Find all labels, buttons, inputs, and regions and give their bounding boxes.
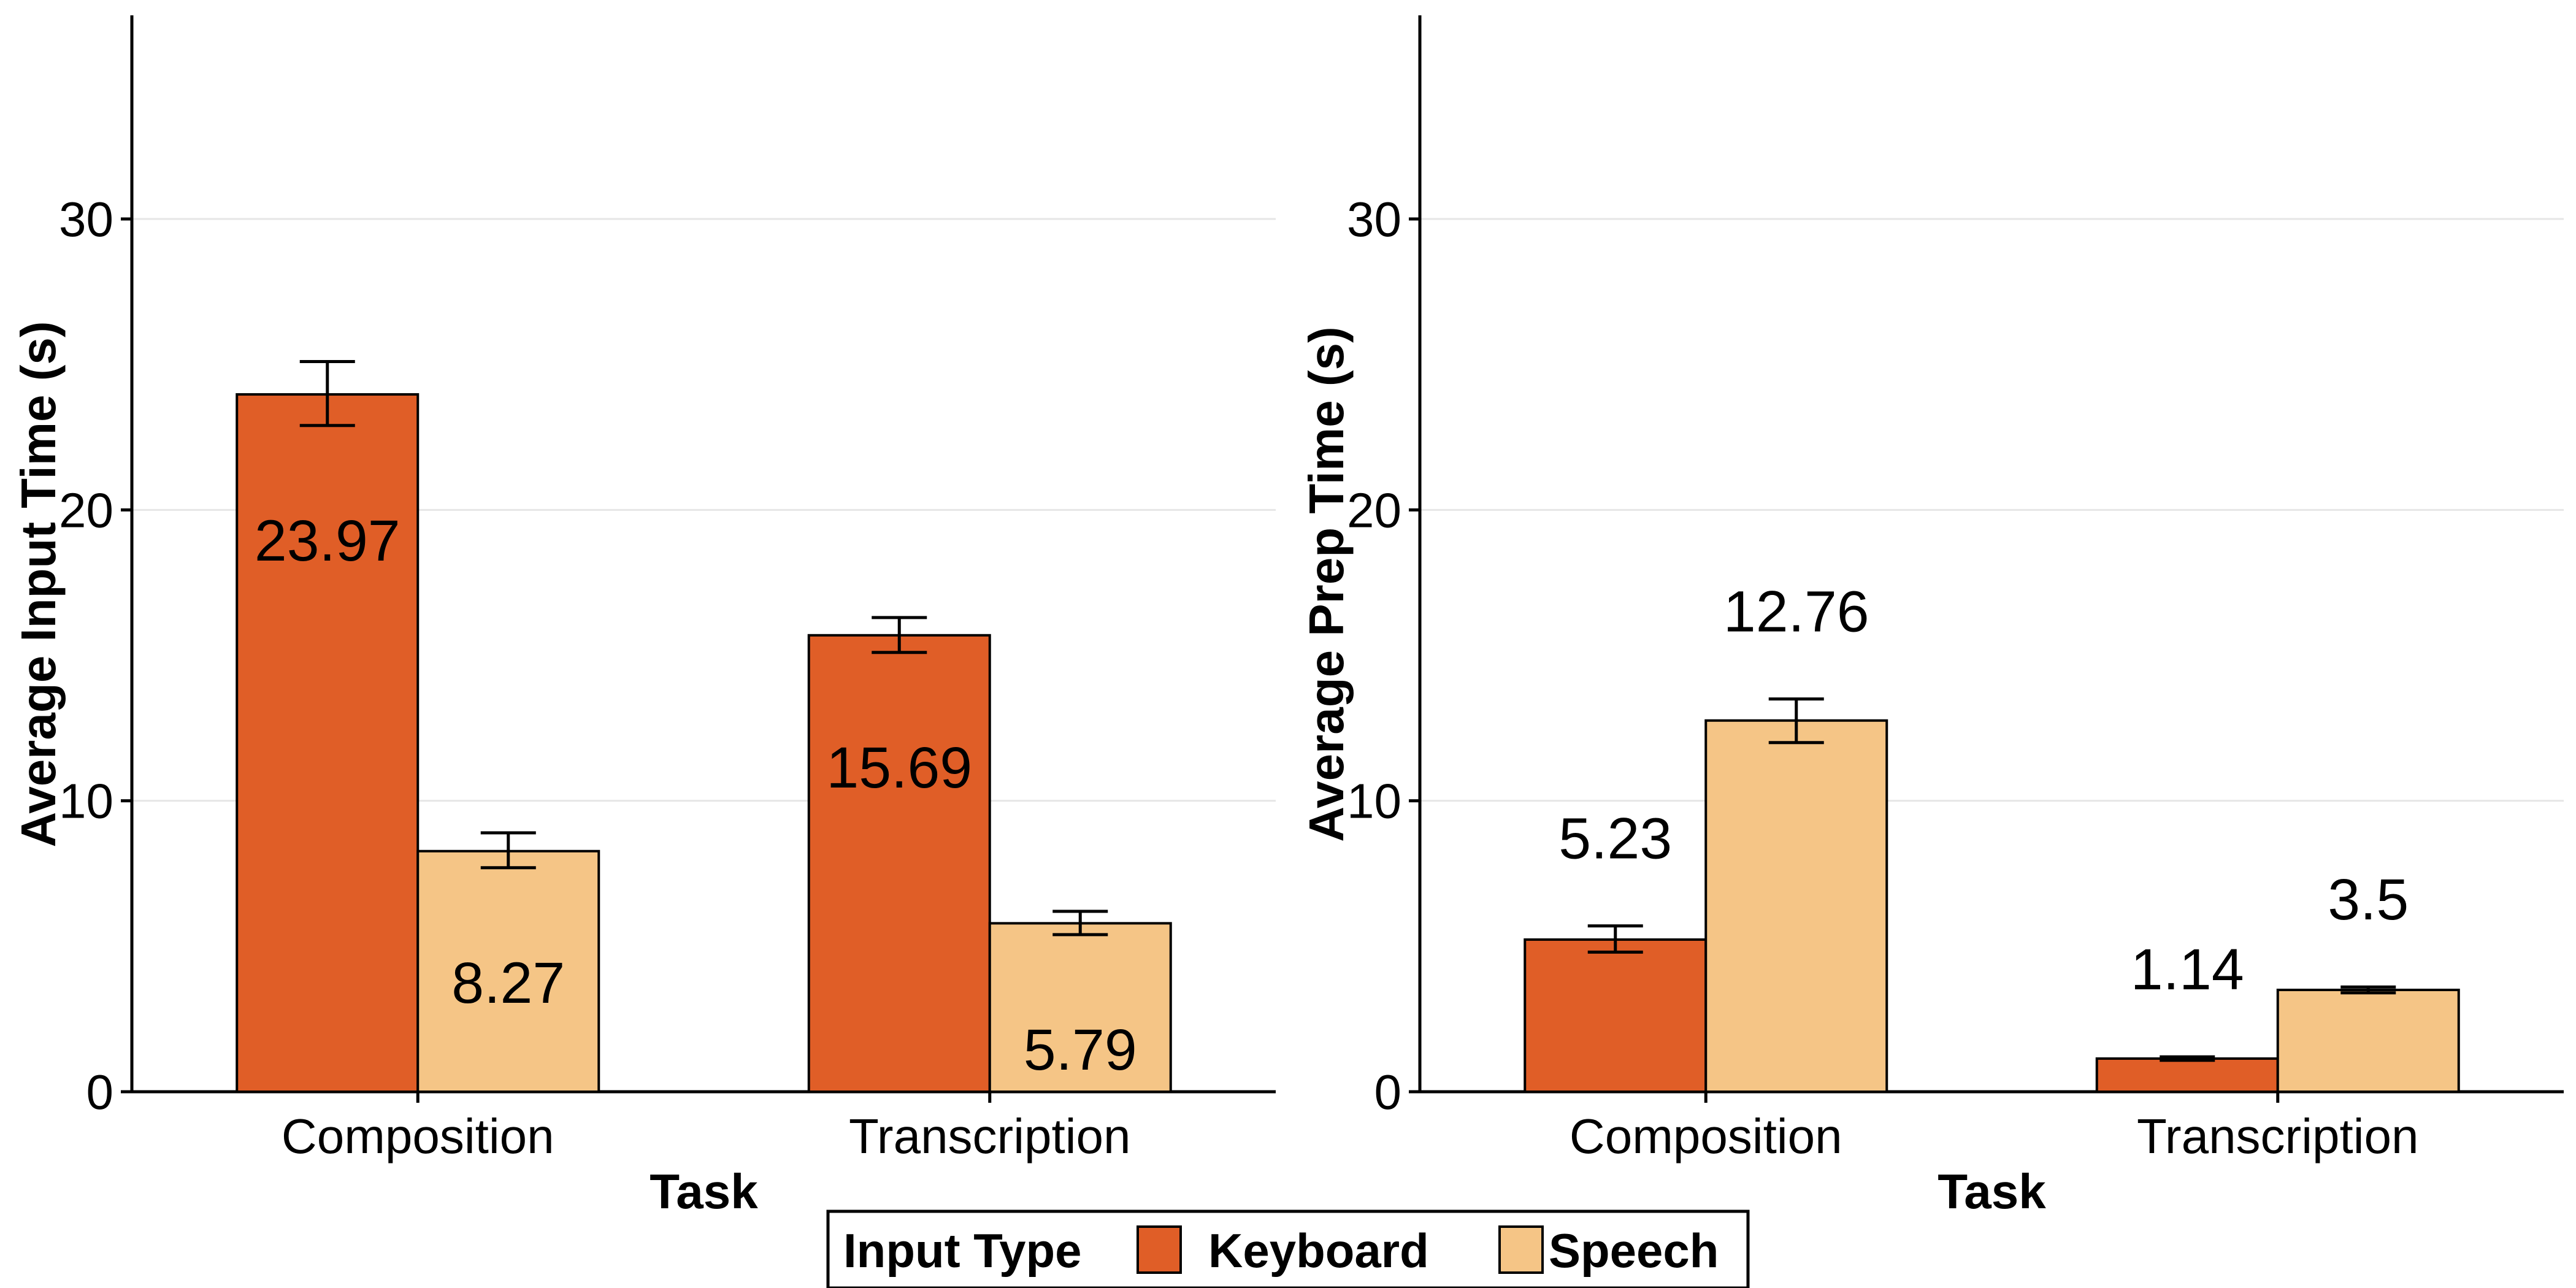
y-tick-label: 10 (59, 774, 113, 829)
legend-label-speech: Speech (1549, 1224, 1719, 1278)
bar-speech (2276, 988, 2460, 1093)
x-tick-label: Composition (282, 1109, 554, 1163)
legend-title: Input Type (843, 1224, 1082, 1278)
data-label: 5.23 (1558, 807, 1672, 872)
bar-keyboard (236, 393, 420, 1094)
bar-speech (416, 849, 600, 1093)
y-tick-label: 20 (1347, 483, 1401, 537)
y-tick-label: 10 (1347, 774, 1401, 829)
data-label: 8.27 (451, 951, 565, 1016)
bar-keyboard (807, 634, 991, 1093)
y-tick-label: 30 (59, 192, 113, 247)
data-label: 5.79 (1024, 1018, 1137, 1083)
legend-box (826, 1209, 1750, 1288)
y-tick-label: 30 (1347, 192, 1401, 247)
data-label: 3.5 (2328, 867, 2409, 932)
legend: Input Type Keyboard Speech (826, 1209, 1750, 1288)
x-axis-title: Task (1938, 1164, 2046, 1219)
x-tick-label: Composition (1570, 1109, 1842, 1163)
bar-keyboard (2095, 1057, 2279, 1093)
legend-label-keyboard: Keyboard (1208, 1224, 1429, 1278)
y-axis-title: Average Input Time (s) (11, 321, 66, 848)
legend-swatch-keyboard (1137, 1225, 1182, 1274)
prep-time-panel: 0 10 20 30 Composition 5.23 12.76 Transcription… (1299, 15, 2564, 1219)
legend-swatch-speech (1498, 1225, 1544, 1274)
bar-speech (988, 922, 1172, 1093)
data-label: 23.97 (255, 508, 401, 573)
y-tick-label: 0 (1374, 1065, 1402, 1119)
bar-speech (1704, 719, 1888, 1094)
y-axis-title: Average Prep Time (s) (1299, 326, 1354, 841)
data-label: 12.76 (1723, 580, 1869, 645)
data-label: 1.14 (2131, 937, 2244, 1002)
x-axis-title: Task (650, 1164, 758, 1219)
x-tick-label: Transcription (2137, 1109, 2418, 1163)
input-time-panel: 0 10 20 30 Composition 23.97 8.27 Transcription… (11, 15, 1276, 1219)
y-tick-label: 20 (59, 483, 113, 537)
bar-keyboard (1524, 938, 1708, 1093)
data-label: 15.69 (826, 735, 972, 800)
x-tick-label: Transcription (849, 1109, 1130, 1163)
y-tick-label: 0 (86, 1065, 114, 1119)
